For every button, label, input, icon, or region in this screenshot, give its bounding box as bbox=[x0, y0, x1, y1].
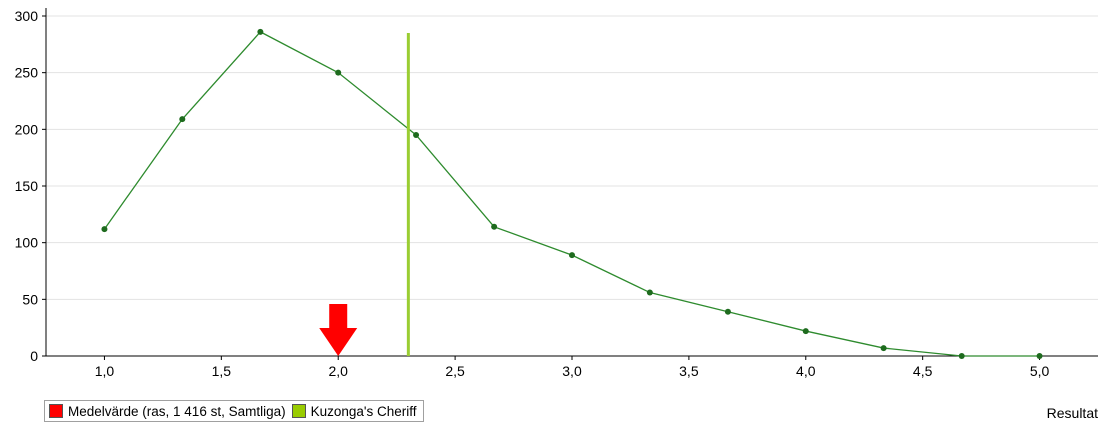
x-tick-labels: 1,0 1,5 2,0 2,5 3,0 3,5 4,0 4,5 5,0 bbox=[95, 363, 1050, 379]
y-tick-label: 250 bbox=[15, 65, 39, 81]
legend-label-dog: Kuzonga's Cheriff bbox=[310, 403, 417, 419]
legend-label-mean: Medelvärde (ras, 1 416 st, Samtliga) bbox=[68, 403, 286, 419]
series-line bbox=[103, 31, 1040, 357]
data-point bbox=[101, 226, 108, 233]
y-tick-label: 50 bbox=[22, 291, 38, 307]
x-tick-label: 1,5 bbox=[212, 363, 232, 379]
y-tick-label: 200 bbox=[15, 121, 39, 137]
data-point bbox=[802, 328, 809, 335]
data-point bbox=[646, 289, 653, 296]
chart: 0 50 100 150 200 250 300 1,0 1,5 2,0 2,5 3,0 3,5 4,0… bbox=[15, 8, 1098, 379]
legend-item-dog: Kuzonga's Cheriff bbox=[291, 403, 417, 419]
data-point bbox=[413, 132, 420, 138]
x-tick-label: 4,0 bbox=[796, 363, 816, 379]
x-tick-label: 2,5 bbox=[445, 363, 465, 379]
data-point bbox=[880, 345, 887, 352]
y-tick-label: 0 bbox=[30, 348, 38, 364]
y-tick-labels: 0 50 100 150 200 250 300 bbox=[15, 8, 39, 364]
data-point bbox=[724, 308, 731, 315]
axes bbox=[42, 8, 1098, 360]
data-point bbox=[1036, 353, 1043, 359]
x-tick-label: 3,0 bbox=[562, 363, 582, 379]
x-tick-label: 2,0 bbox=[328, 363, 348, 379]
x-axis-title: Resultat bbox=[1046, 405, 1098, 421]
x-tick-label: 5,0 bbox=[1030, 363, 1050, 379]
x-tick-label: 1,0 bbox=[95, 363, 115, 379]
data-point bbox=[335, 69, 342, 76]
data-point bbox=[491, 223, 498, 230]
legend-swatch-mean bbox=[49, 404, 63, 418]
x-tick-label: 4,5 bbox=[913, 363, 933, 379]
data-point bbox=[257, 28, 264, 35]
data-point bbox=[958, 353, 965, 359]
x-tick-label: 3,5 bbox=[679, 363, 699, 379]
y-tick-label: 300 bbox=[15, 8, 39, 24]
legend: Medelvärde (ras, 1 416 st, Samtliga) Kuz… bbox=[44, 400, 424, 422]
series-layer bbox=[101, 28, 1043, 359]
marker-layer bbox=[319, 33, 410, 356]
legend-item-mean: Medelvärde (ras, 1 416 st, Samtliga) bbox=[49, 404, 286, 419]
y-tick-label: 150 bbox=[15, 178, 39, 194]
grid bbox=[46, 15, 1098, 300]
data-point bbox=[569, 252, 575, 259]
legend-swatch-dog bbox=[291, 404, 306, 418]
y-tick-label: 100 bbox=[15, 235, 39, 251]
data-point bbox=[179, 116, 186, 123]
mean-arrow-marker bbox=[319, 304, 358, 356]
